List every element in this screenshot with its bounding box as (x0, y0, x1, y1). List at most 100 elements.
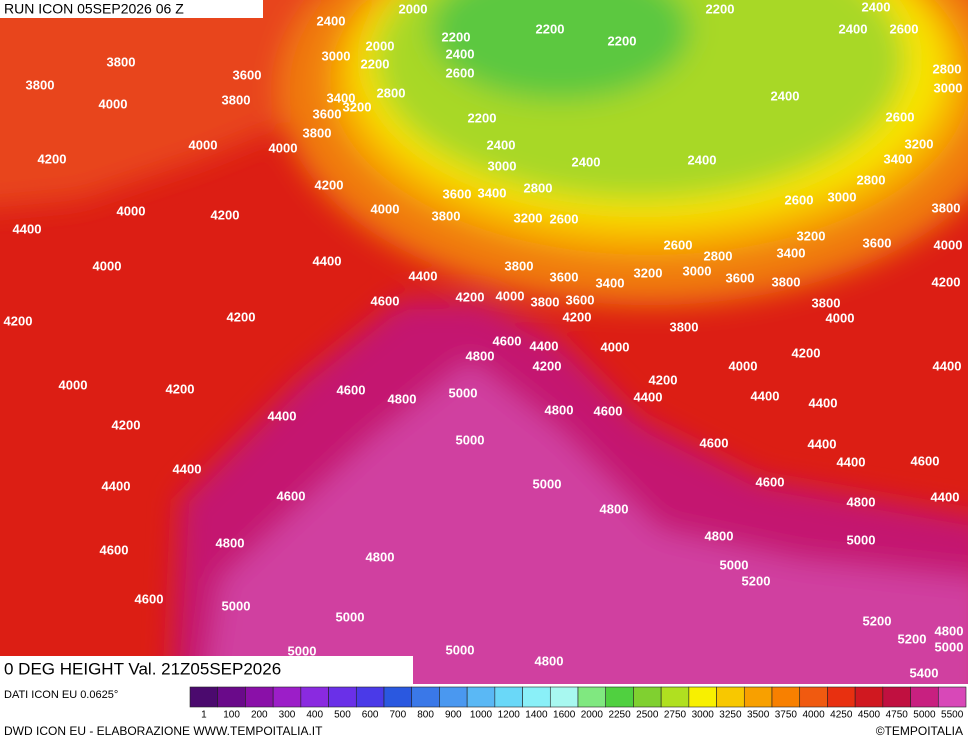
contour-label: 4600 (371, 293, 400, 308)
contour-label: 4200 (166, 381, 195, 396)
contour-label: 2000 (366, 38, 395, 53)
run-box (0, 0, 263, 18)
contour-label: 2800 (377, 85, 406, 100)
legend-label: 2250 (608, 710, 631, 721)
contour-label: 2400 (572, 154, 601, 169)
contour-label: 4000 (371, 201, 400, 216)
contour-label: 3400 (327, 90, 356, 105)
contour-label: 2200 (536, 21, 565, 36)
legend-label: 800 (417, 710, 434, 721)
contour-label: 2200 (361, 56, 390, 71)
contour-label: 5200 (898, 631, 927, 646)
legend-label: 4250 (830, 710, 853, 721)
contour-label: 3800 (505, 258, 534, 273)
contour-label: 4600 (493, 333, 522, 348)
contour-label: 3400 (884, 151, 913, 166)
contour-label: 4600 (277, 488, 306, 503)
contour-label: 4800 (366, 549, 395, 564)
contour-label: 2800 (524, 180, 553, 195)
contour-label: 2000 (399, 1, 428, 16)
contour-label: 2600 (446, 65, 475, 80)
contour-label: 2600 (886, 109, 915, 124)
contour-label: 2600 (785, 192, 814, 207)
contour-label: 5000 (456, 432, 485, 447)
contour-label: 5000 (446, 642, 475, 657)
contour-label: 3000 (934, 80, 963, 95)
contour-label: 4800 (847, 494, 876, 509)
field-label: 0 DEG HEIGHT Val. 21Z05SEP2026 (4, 659, 281, 678)
contour-label: 4400 (530, 338, 559, 353)
contour-label: 4000 (729, 358, 758, 373)
contour-label: 3800 (222, 92, 251, 107)
legend-label: 4500 (858, 710, 881, 721)
contour-label: 3000 (683, 263, 712, 278)
legend-swatch (577, 686, 607, 708)
legend-swatch (605, 686, 634, 708)
contour-label: 3600 (313, 106, 342, 121)
run-label: RUN ICON 05SEP2026 06 Z (4, 1, 184, 17)
legend-label: 200 (251, 710, 268, 721)
legend-swatch (355, 686, 385, 708)
contour-label: 4200 (227, 309, 256, 324)
contour-label: 5000 (935, 639, 964, 654)
legend-label: 400 (306, 710, 323, 721)
contour-label: 3400 (596, 275, 625, 290)
contour-label: 3600 (443, 186, 472, 201)
contour-label: 5400 (910, 665, 939, 680)
legend-swatch (660, 686, 690, 708)
contour-label: 3200 (905, 136, 934, 151)
contour-label: 5000 (288, 643, 317, 658)
legend-label: 3500 (747, 710, 770, 721)
contour-label: 4400 (102, 478, 131, 493)
contour-label: 3800 (531, 294, 560, 309)
contour-label: 5000 (449, 385, 478, 400)
contour-label: 4400 (409, 268, 438, 283)
legend-swatch (716, 686, 745, 708)
contour-label: 4800 (935, 623, 964, 638)
contour-label: 4200 (533, 358, 562, 373)
contour-label: 2400 (317, 13, 346, 28)
legend-swatch (910, 686, 939, 708)
legend-swatch (937, 686, 967, 708)
contour-label: 5200 (863, 613, 892, 628)
contour-label: 4000 (496, 288, 525, 303)
legend-swatch (411, 686, 440, 708)
contour-label: 4600 (135, 591, 164, 606)
legend-swatch (827, 686, 856, 708)
legend-label: 2500 (636, 710, 659, 721)
contour-label: 3600 (863, 235, 892, 250)
contour-label: 4200 (456, 289, 485, 304)
contour-label: 4200 (932, 274, 961, 289)
legend-label: 1400 (525, 710, 548, 721)
contour-label: 2400 (771, 88, 800, 103)
contour-label: 2600 (890, 21, 919, 36)
contour-label: 2200 (608, 33, 637, 48)
legend-swatch (328, 686, 357, 708)
legend-swatch (272, 686, 302, 708)
contour-label: 4800 (705, 528, 734, 543)
contour-label: 4200 (211, 207, 240, 222)
contour-label: 3800 (107, 54, 136, 69)
contour-label: 4000 (601, 339, 630, 354)
legend-label: 5500 (941, 710, 964, 721)
contour-label: 4000 (269, 140, 298, 155)
legend-label: 4000 (802, 710, 825, 721)
legend-label: 900 (445, 710, 462, 721)
contour-label: 4600 (756, 474, 785, 489)
contour-label: 3200 (634, 265, 663, 280)
contour-label: 2400 (446, 46, 475, 61)
contour-label: 4200 (792, 345, 821, 360)
contour-label: 3200 (797, 228, 826, 243)
contour-label: 3600 (566, 292, 595, 307)
legend-swatch (189, 686, 219, 708)
legend-swatch (854, 686, 884, 708)
contour-label: 4200 (112, 417, 141, 432)
contour-label: 4400 (933, 358, 962, 373)
contour-label: 4400 (931, 489, 960, 504)
contour-label: 4000 (189, 137, 218, 152)
legend-label: 1000 (470, 710, 493, 721)
field-box (0, 656, 413, 684)
contour-label: 3800 (303, 125, 332, 140)
contour-label: 4200 (649, 372, 678, 387)
legend-label: 2000 (581, 710, 604, 721)
